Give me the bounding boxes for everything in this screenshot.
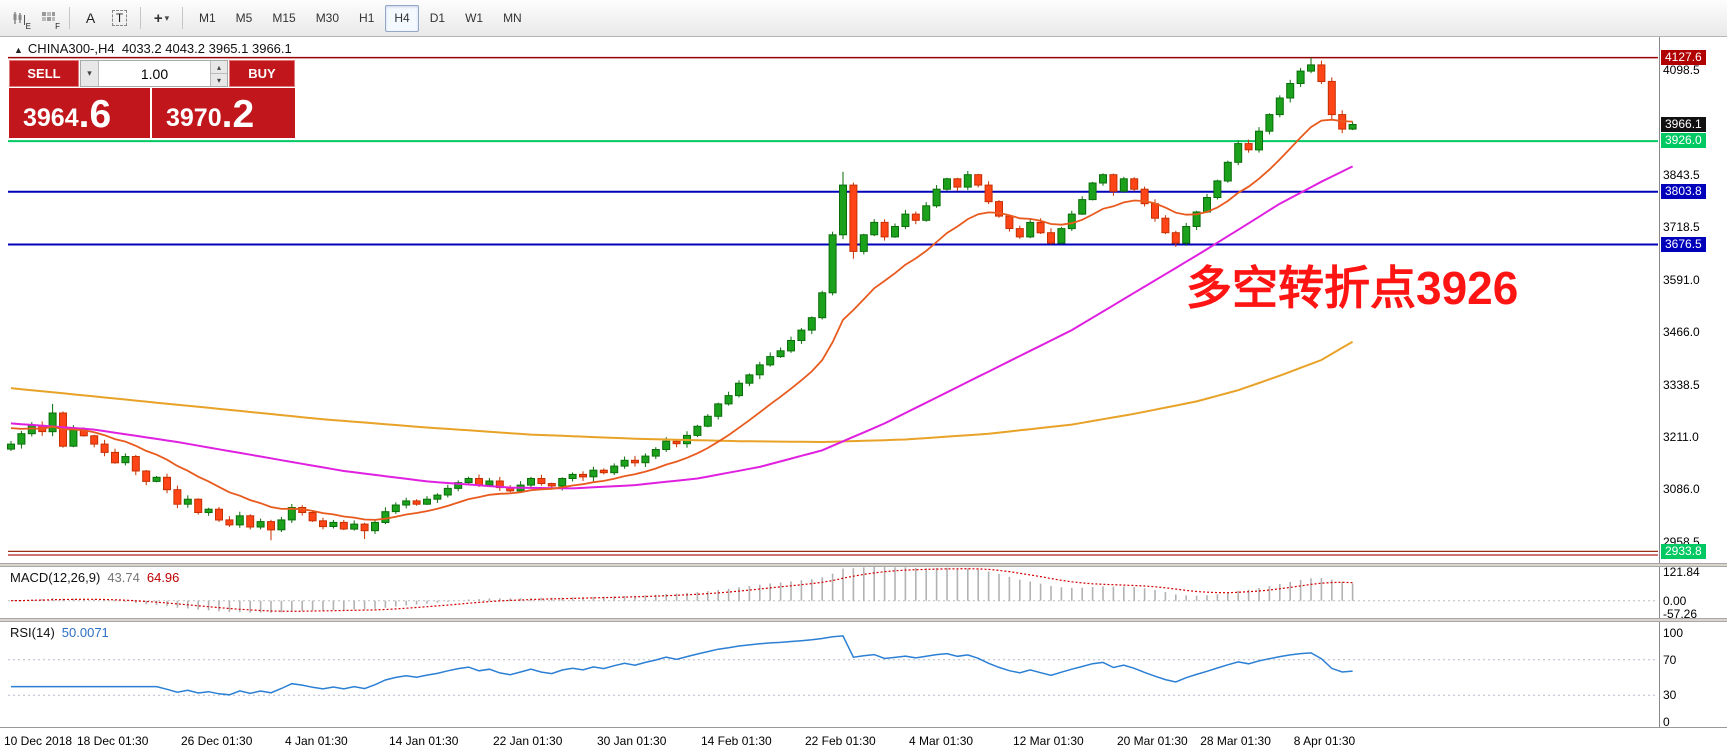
macd-name: MACD(12,26,9)	[10, 570, 101, 585]
time-label: 4 Mar 01:30	[909, 734, 974, 748]
buy-button[interactable]: BUY	[229, 60, 295, 87]
sell-price-display[interactable]: 3964 .6	[9, 88, 150, 138]
chart-mode-button[interactable]: E	[6, 5, 33, 32]
timeframe-button-m30[interactable]: M30	[315, 11, 340, 25]
timeframe-group: M1 M5 M15 M30 H1 H4 D1 W1 MN	[190, 4, 531, 32]
price-marker-2933.8: 2933.8	[1661, 544, 1706, 560]
buy-price-display[interactable]: 3970 .2	[152, 88, 295, 138]
price-marker-3803.8: 3803.8	[1661, 183, 1706, 199]
toolbar-separator	[69, 7, 70, 29]
price-marker-3676.5: 3676.5	[1661, 236, 1706, 252]
axis-label: 3466.0	[1663, 324, 1700, 339]
volume-dropdown-button[interactable]: ▾	[81, 61, 99, 86]
rsi-value: 50.0071	[61, 625, 109, 640]
axis-label: 3718.5	[1663, 220, 1700, 235]
macd-label: MACD(12,26,9) 43.74 64.96	[10, 570, 179, 585]
time-label: 14 Jan 01:30	[389, 734, 459, 748]
timeframe-button-mn[interactable]: MN	[503, 11, 522, 25]
macd-main-value: 43.74	[107, 570, 140, 585]
time-label: 12 Mar 01:30	[1013, 734, 1084, 748]
time-label: 22 Feb 01:30	[805, 734, 876, 748]
time-axis[interactable]: 10 Dec 2018 18 Dec 01:30 26 Dec 01:30 4 Jan…	[0, 727, 1727, 756]
timeframe-button-m1[interactable]: M1	[199, 11, 216, 25]
axis-label: 3843.5	[1663, 168, 1700, 183]
icon-sub-label-e: E	[25, 21, 31, 31]
sell-price-base: 3964	[23, 104, 79, 132]
axis-label: 3211.0	[1663, 430, 1699, 445]
buy-price-base: 3970	[166, 104, 222, 132]
volume-increase-button[interactable]: ▴	[211, 61, 227, 74]
timeframe-button-h1[interactable]: H1	[359, 11, 375, 25]
chevron-down-icon: ▾	[87, 68, 92, 78]
time-label: 30 Jan 01:30	[597, 734, 667, 748]
axis-label: -57.26	[1663, 607, 1698, 622]
price-marker-3926.0: 3926.0	[1661, 133, 1706, 149]
time-label: 28 Mar 01:30	[1200, 734, 1271, 748]
text-tool-icon: A	[85, 10, 96, 26]
candlestick-chart-icon	[13, 11, 25, 25]
time-label: 26 Dec 01:30	[181, 734, 253, 748]
price-marker-4127.6: 4127.6	[1661, 49, 1706, 65]
chart-ohlc-values: 4033.2 4043.2 3965.1 3966.1	[121, 41, 292, 56]
textbox-tool-icon: T	[111, 10, 128, 26]
text-box-tool-button[interactable]: T	[106, 5, 133, 32]
annotation-text[interactable]: 多空转折点3926	[1186, 262, 1519, 314]
axis-label: 30	[1663, 688, 1677, 703]
time-label: 22 Jan 01:30	[493, 734, 563, 748]
time-label: 14 Feb 01:30	[701, 734, 772, 748]
toolbar-separator	[182, 7, 183, 29]
axis-label: 100	[1663, 626, 1684, 640]
time-label: 4 Jan 01:30	[285, 734, 348, 748]
sell-price-last-digit: .6	[78, 93, 112, 136]
rsi-label: RSI(14) 50.0071	[10, 625, 109, 640]
chart-symbol: CHINA300-,H4	[27, 41, 115, 56]
sell-button[interactable]: SELL	[9, 60, 79, 87]
price-marker-3966.1: 3966.1	[1661, 116, 1706, 132]
rsi-name: RSI(14)	[10, 625, 55, 640]
timeframe-button-d1[interactable]: D1	[429, 11, 446, 25]
price-axis[interactable]: 4127.6 4098.5 3966.1 3926.0 3843.5 3803.8 3718…	[1659, 37, 1727, 729]
timeframe-button-h4[interactable]: H4	[385, 4, 419, 32]
macd-signal-value: 64.96	[146, 570, 180, 585]
buy-price-last-digit: .2	[221, 93, 255, 136]
toolbar: E F A T + ▾ M1 M5 M15 M30 H1 H4 D1 W1 MN	[0, 0, 1727, 37]
time-label: 18 Dec 01:30	[77, 734, 149, 748]
crosshair-icon: +	[153, 9, 163, 27]
panel-splitter[interactable]	[0, 563, 1727, 567]
text-label-tool-button[interactable]: A	[77, 5, 104, 32]
toolbar-separator	[140, 7, 141, 29]
crosshair-tool-button[interactable]: + ▾	[148, 5, 175, 32]
axis-label: 3086.0	[1663, 482, 1700, 497]
time-label: 8 Apr 01:30	[1293, 734, 1356, 748]
icon-sub-label-f: F	[55, 21, 60, 31]
axis-label: 70	[1663, 652, 1677, 667]
axis-label: 3591.0	[1663, 272, 1700, 287]
volume-stepper: ▴ ▾	[210, 61, 227, 86]
volume-control: ▾ ▴ ▾	[80, 60, 228, 87]
time-label: 20 Mar 01:30	[1117, 734, 1188, 748]
axis-label: 3338.5	[1663, 377, 1700, 392]
volume-input[interactable]	[99, 61, 210, 86]
trade-panel: SELL ▾ ▴ ▾ BUY 3964 .6 3970 .2	[9, 60, 295, 138]
panel-splitter[interactable]	[0, 618, 1727, 622]
chart-ohlc-header: ▲ CHINA300-,H4 4033.2 4043.2 3965.1 3966.…	[14, 41, 292, 56]
chart-expand-icon: ▲	[14, 45, 23, 55]
volume-decrease-button[interactable]: ▾	[211, 74, 227, 86]
timeframe-button-m15[interactable]: M15	[272, 11, 296, 25]
time-label: 10 Dec 2018	[4, 734, 73, 748]
indicator-grid-button[interactable]: F	[35, 5, 62, 32]
grid-icon	[42, 11, 55, 21]
timeframe-button-m5[interactable]: M5	[235, 11, 253, 25]
axis-label: 121.84	[1663, 564, 1700, 579]
axis-label: 0.00	[1663, 593, 1687, 608]
axis-label: 0	[1663, 715, 1670, 729]
chevron-down-icon: ▾	[164, 12, 170, 23]
axis-label: 4098.5	[1663, 62, 1700, 77]
timeframe-button-w1[interactable]: W1	[465, 11, 484, 25]
